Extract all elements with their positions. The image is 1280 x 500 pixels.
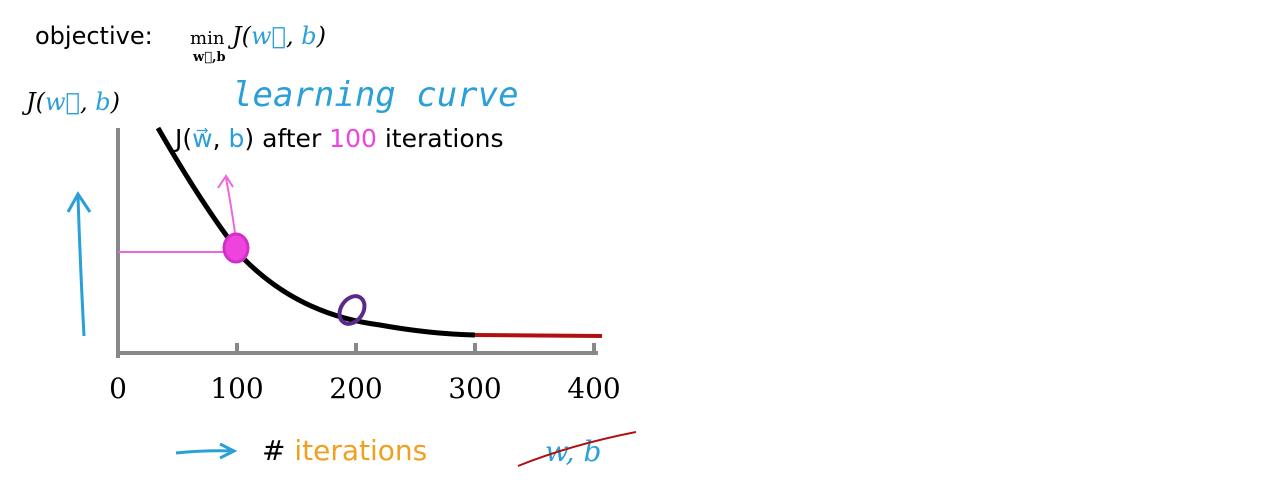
learning-curve [155,126,476,338]
crossed-out-params: w, b [545,435,601,468]
text-part: , [80,88,95,116]
tick-label: 400 [567,372,620,405]
text-part: b [95,88,110,116]
objective-subscript: w⃗,b [192,50,226,65]
iterations-arrow [175,442,238,460]
text-part: , [286,22,301,50]
x-axis-label: # iterations [262,434,427,467]
point-100 [222,232,250,264]
text-part: ) after [244,124,329,153]
text-part: ) [316,22,326,50]
text-part: b [229,124,245,153]
text-part: J( [21,88,46,116]
objective-operator: min [190,28,225,49]
objective-expression: J(w⃗, b) [227,22,326,50]
text-part: w⃗ [251,22,286,50]
text-part: J( [227,22,252,50]
text-part: w⃗ [192,124,212,153]
flat-segment [474,333,603,338]
x-ticks: 0 100 200 300 400 [109,343,621,405]
tick-label: 100 [210,372,263,405]
strike-through [517,431,637,467]
text-part: iterations [377,124,504,153]
point-200 [337,294,367,326]
text-part: 100 [329,124,377,153]
text-part: iterations [294,434,427,467]
text-part: # [262,434,294,467]
tick-label: 300 [448,372,501,405]
objective-label: objective: [35,22,153,50]
text-part: J( [173,124,192,153]
tick-label: 200 [329,372,382,405]
text-part: , [213,124,229,153]
text-part: b [301,22,316,50]
annotation-title: learning curve [232,75,519,115]
increase-arrow [66,191,92,337]
text-part: ) [110,88,120,116]
text-part: w⃗ [45,88,80,116]
tick-label: 0 [109,372,127,405]
y-axis-label: J(w⃗, b) [21,88,120,116]
annotation-caption: J(w⃗, b) after 100 iterations [173,124,503,153]
